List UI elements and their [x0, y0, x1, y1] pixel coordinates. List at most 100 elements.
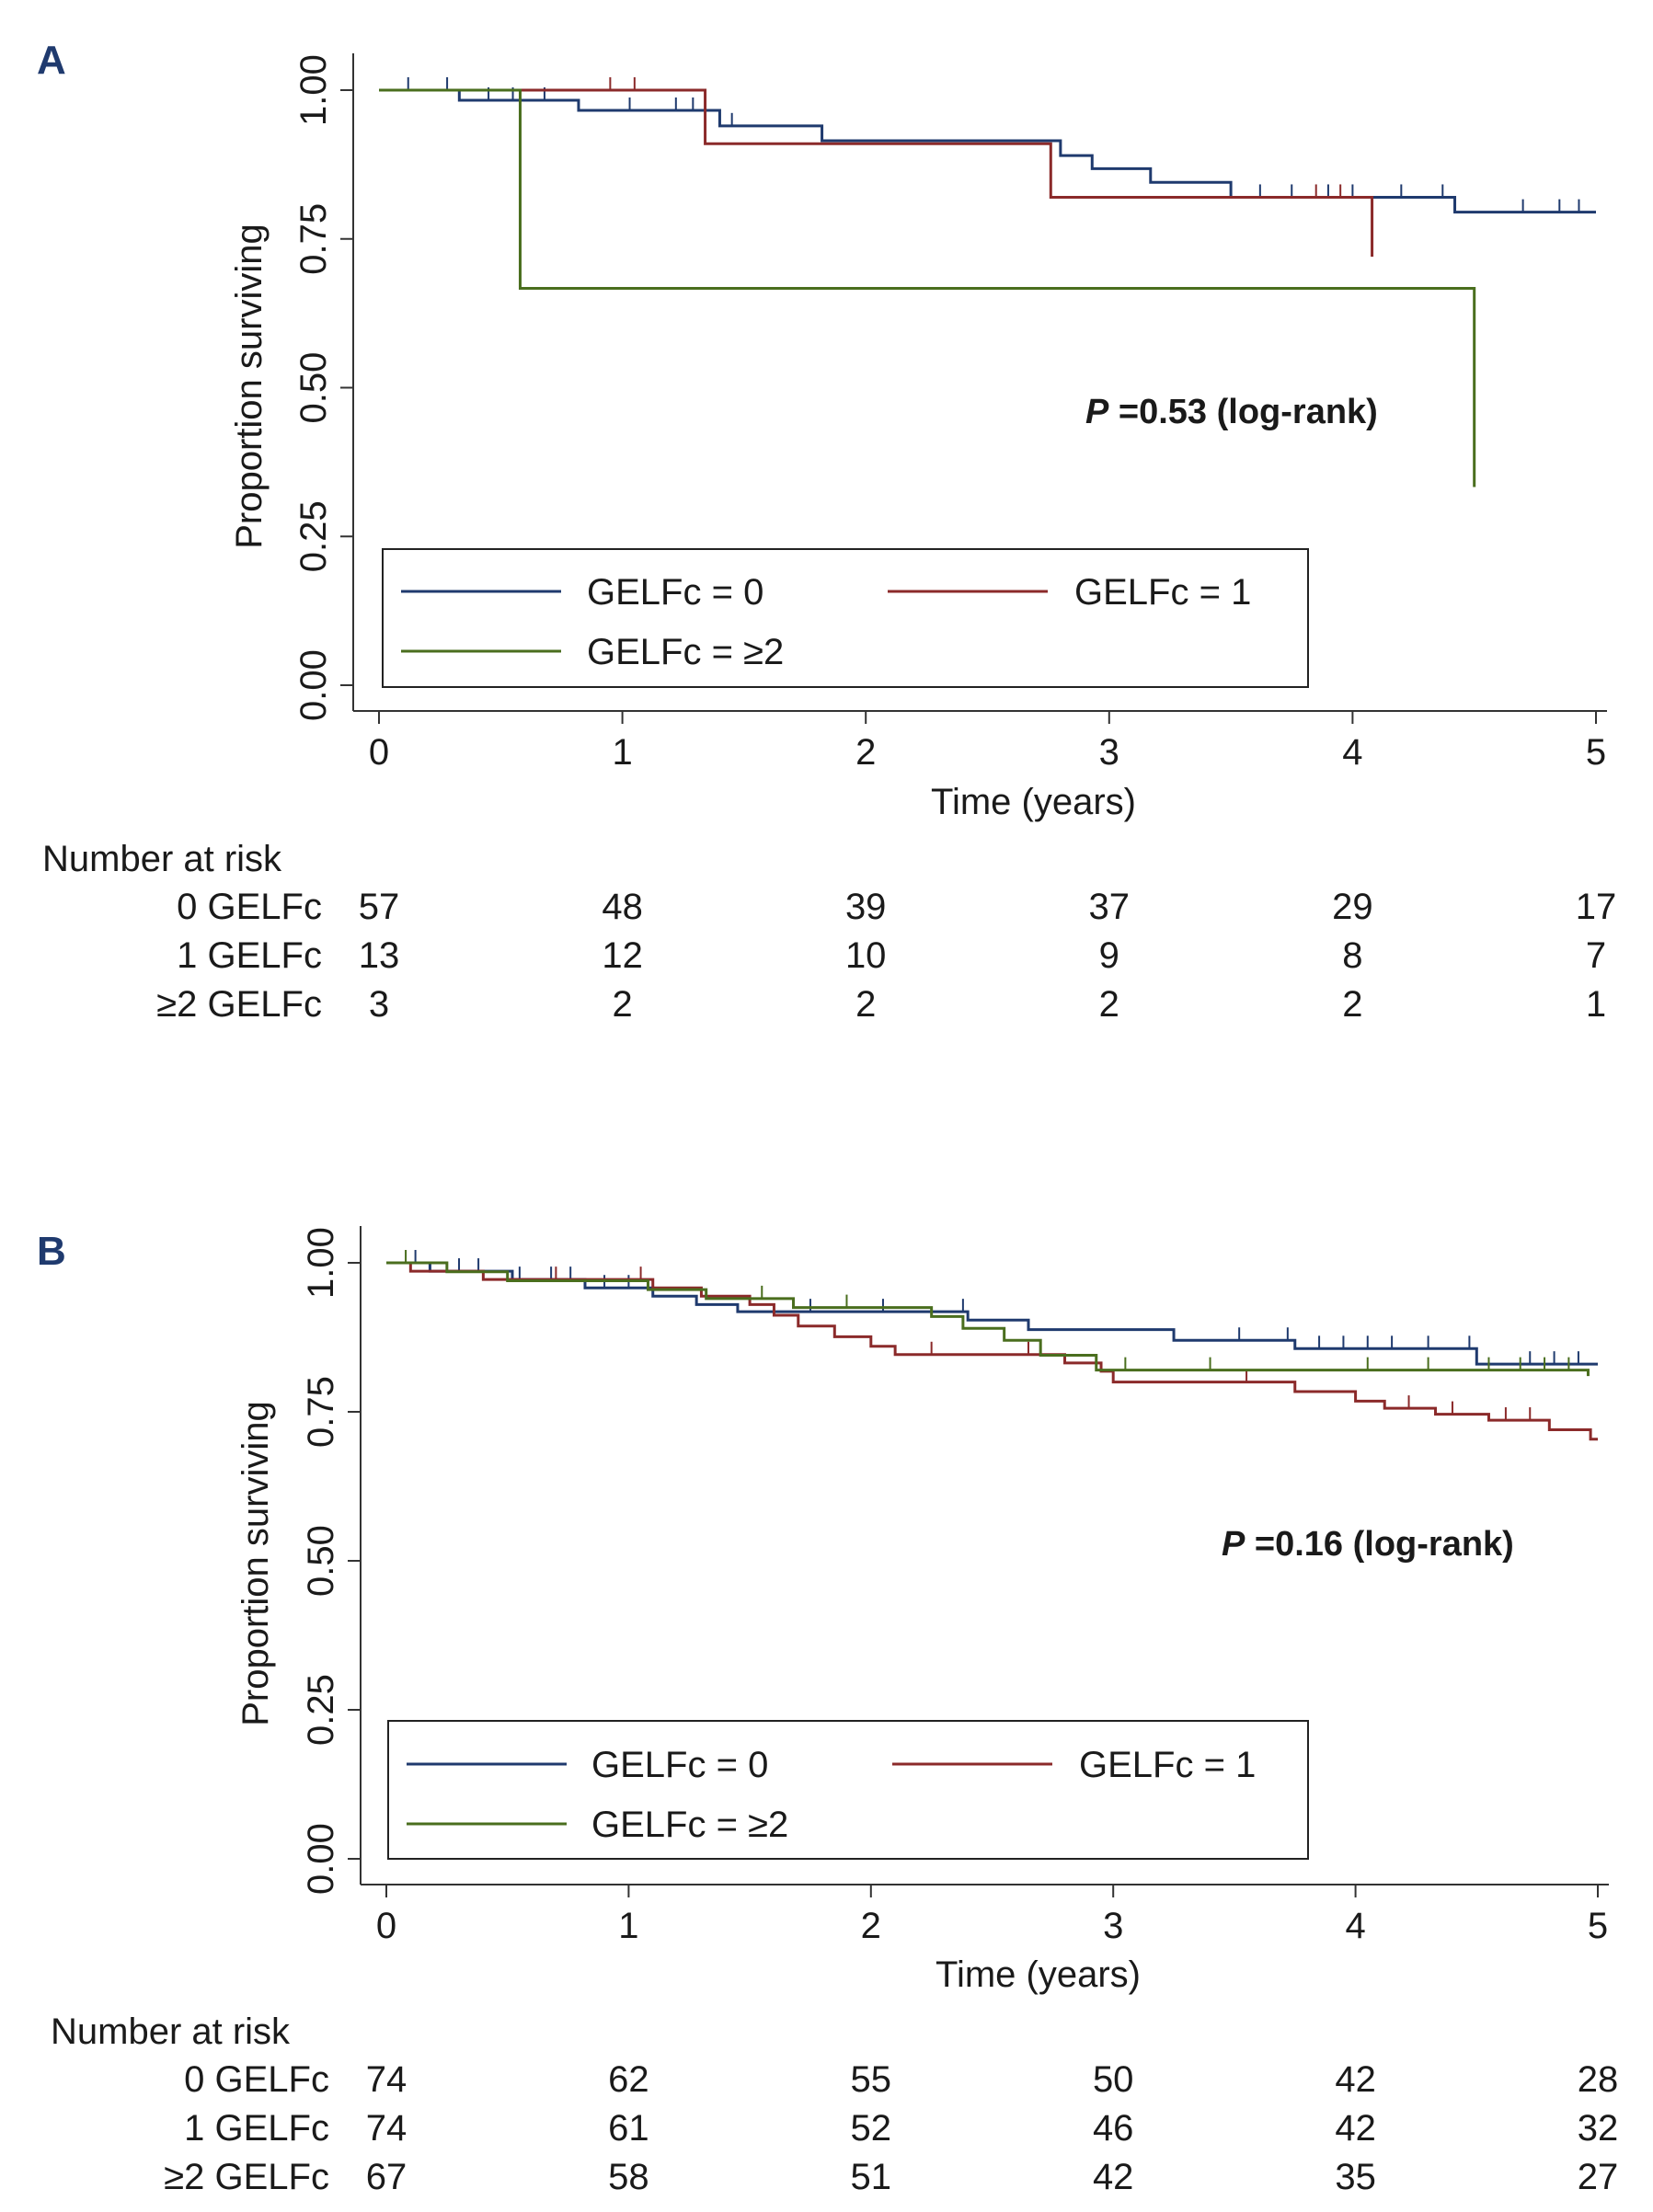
risk-cell: 42: [1335, 2059, 1376, 2100]
x-tick-label: 0: [369, 732, 389, 773]
x-tick-label: 0: [376, 1906, 396, 1946]
p-value-text: P =0.16 (log-rank): [1222, 1525, 1514, 1564]
legend-label: GELFc = ≥2: [587, 632, 784, 672]
survival-curve-0: [379, 88, 1596, 214]
risk-row-label: ≥2 GELFc: [156, 984, 322, 1025]
risk-cell: 13: [359, 935, 400, 976]
risk-cell: 42: [1335, 2108, 1376, 2149]
y-tick-label: 0.25: [293, 500, 334, 572]
p-value-italic: P: [1085, 393, 1109, 431]
risk-cell: 1: [1586, 984, 1606, 1025]
risk-row-label: ≥2 GELFc: [164, 2157, 329, 2197]
legend-label-value: ≥2: [743, 632, 784, 672]
y-tick-label: 0.50: [301, 1525, 341, 1597]
panel-a: A 0.00 0.25 0.50 0.75 1.00 Proportion survivin…: [37, 38, 1616, 1025]
legend-label-prefix: GELFc =: [587, 572, 743, 613]
x-tick-label: 1: [618, 1906, 638, 1946]
x-tick-label: 5: [1586, 732, 1606, 773]
x-tick-label: 2: [855, 732, 876, 773]
x-axis-title: Time (years): [936, 1954, 1141, 1995]
risk-cell: 2: [1342, 984, 1362, 1025]
risk-cell: 50: [1093, 2059, 1134, 2100]
p-value-italic: P: [1222, 1525, 1245, 1564]
x-tick-label: 3: [1099, 732, 1119, 773]
risk-cell: 10: [845, 935, 887, 976]
risk-cell: 74: [366, 2108, 408, 2149]
legend-label: GELFc = 0: [591, 1745, 768, 1785]
risk-cell: 42: [1093, 2157, 1134, 2197]
y-tick-label: 0.00: [293, 649, 334, 721]
panel-letter: A: [37, 38, 66, 83]
legend-label-value: ≥2: [748, 1805, 788, 1845]
risk-cell: 67: [366, 2157, 408, 2197]
legend-label-prefix: GELFc =: [1079, 1745, 1235, 1785]
risk-cell: 51: [851, 2157, 892, 2197]
x-tick-label: 4: [1342, 732, 1362, 773]
risk-cell: 28: [1578, 2059, 1619, 2100]
risk-cell: 48: [602, 887, 643, 927]
risk-cell: 9: [1099, 935, 1119, 976]
legend-label-prefix: GELFc =: [587, 632, 743, 672]
legend-label-value: 0: [748, 1745, 768, 1785]
risk-cell: 74: [366, 2059, 408, 2100]
legend-label: GELFc = 0: [587, 572, 763, 613]
risk-cell: 2: [1099, 984, 1119, 1025]
p-value-text: P =0.53 (log-rank): [1085, 393, 1378, 431]
risk-cell: 2: [612, 984, 632, 1025]
y-axis-title: Proportion surviving: [229, 223, 270, 549]
risk-cell: 35: [1335, 2157, 1376, 2197]
y-axis-title: Proportion surviving: [235, 1401, 276, 1726]
legend-label-value: 0: [743, 572, 763, 613]
x-tick-label: 5: [1588, 1906, 1608, 1946]
p-value-detail: =0.53 (log-rank): [1108, 393, 1377, 431]
risk-cell: 55: [851, 2059, 892, 2100]
survival-curve-2: [386, 1261, 1590, 1377]
panel-letter: B: [37, 1229, 66, 1274]
legend-box: [387, 1720, 1309, 1860]
risk-cell: 46: [1093, 2108, 1134, 2149]
risk-cell: 37: [1089, 887, 1131, 927]
y-tick-label: 0.00: [301, 1823, 341, 1895]
legend-label-prefix: GELFc =: [591, 1805, 748, 1845]
risk-cell: 52: [851, 2108, 892, 2149]
risk-cell: 62: [608, 2059, 649, 2100]
risk-cell: 12: [602, 935, 643, 976]
y-tick-label: 0.75: [293, 203, 334, 275]
y-tick-label: 0.25: [301, 1674, 341, 1746]
legend-label-prefix: GELFc =: [591, 1745, 748, 1785]
risk-cell: 32: [1578, 2108, 1619, 2149]
risk-cell: 3: [369, 984, 389, 1025]
survival-curve-2: [379, 88, 1476, 487]
risk-row-label: 0 GELFc: [184, 2059, 329, 2100]
legend-label-prefix: GELFc =: [1074, 572, 1231, 613]
risk-cell: 17: [1576, 887, 1617, 927]
risk-cell: 8: [1342, 935, 1362, 976]
y-tick-label: 1.00: [293, 54, 334, 126]
risk-table-title: Number at risk: [42, 839, 282, 879]
legend-label-value: 1: [1235, 1745, 1256, 1785]
y-tick-label: 1.00: [301, 1227, 341, 1299]
risk-cell: 39: [845, 887, 887, 927]
risk-cell: 58: [608, 2157, 649, 2197]
x-tick-label: 2: [861, 1906, 881, 1946]
y-tick-label: 0.75: [301, 1376, 341, 1448]
y-tick-label: 0.50: [293, 352, 334, 424]
risk-cell: 2: [855, 984, 876, 1025]
legend-label: GELFc = 1: [1079, 1745, 1256, 1785]
survival-curve-1: [379, 88, 1374, 258]
risk-row-label: 1 GELFc: [177, 935, 322, 976]
x-tick-label: 4: [1345, 1906, 1365, 1946]
x-tick-label: 1: [612, 732, 632, 773]
x-tick-label: 3: [1103, 1906, 1123, 1946]
risk-cell: 57: [359, 887, 400, 927]
risk-cell: 27: [1578, 2157, 1619, 2197]
legend-label-value: 1: [1231, 572, 1251, 613]
risk-row-label: 0 GELFc: [177, 887, 322, 927]
legend-label: GELFc = 1: [1074, 572, 1251, 613]
p-value-detail: =0.16 (log-rank): [1245, 1525, 1513, 1564]
risk-cell: 61: [608, 2108, 649, 2149]
x-axis-title: Time (years): [931, 782, 1136, 822]
survival-curve-1: [386, 1261, 1598, 1441]
legend-box: [382, 548, 1309, 688]
